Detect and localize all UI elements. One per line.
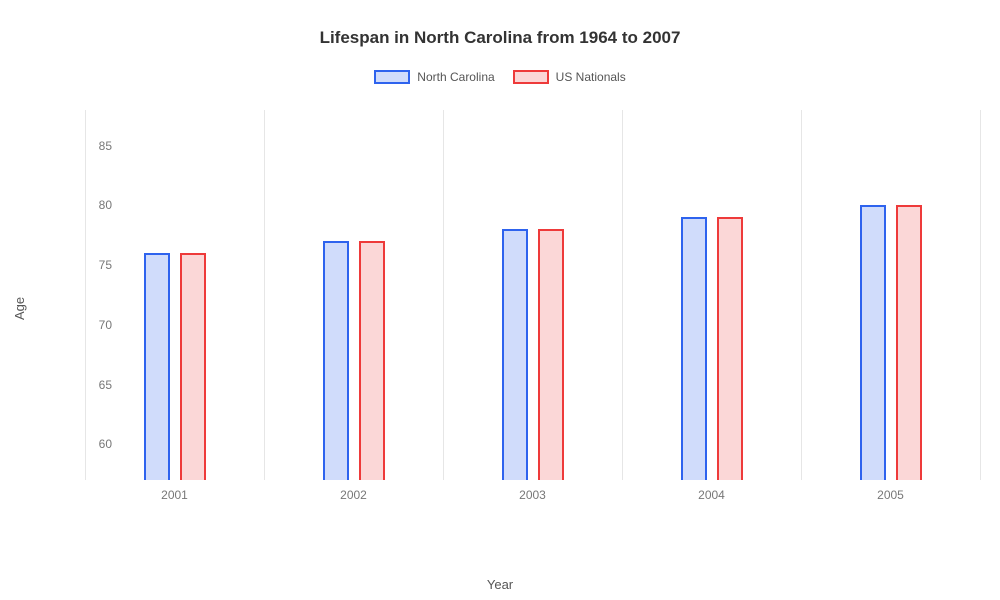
legend-swatch-us-nationals [513,70,549,84]
y-tick-label: 85 [82,139,112,153]
bar [180,253,206,480]
bar [717,217,743,480]
x-tick-label: 2004 [698,488,725,502]
bar [144,253,170,480]
x-tick-label: 2003 [519,488,546,502]
y-tick-label: 70 [82,318,112,332]
legend-label: North Carolina [417,70,494,84]
y-tick-label: 60 [82,437,112,451]
plot-wrap: 60 65 70 75 80 85 2001 2002 2003 2004 2005 [50,110,980,530]
gridline-vertical [264,110,265,480]
plot-area: 60657075808520012002200320042005 [85,110,980,480]
bar [538,229,564,480]
bar [860,205,886,480]
legend-item-us-nationals: US Nationals [513,70,626,84]
legend: North Carolina US Nationals [0,70,1000,84]
y-tick-label: 80 [82,198,112,212]
y-axis-label: Age [12,297,27,320]
x-tick-label: 2005 [877,488,904,502]
gridline-vertical [443,110,444,480]
y-tick-label: 75 [82,258,112,272]
gridline-vertical [622,110,623,480]
bar [502,229,528,480]
gridline-vertical [85,110,86,480]
legend-label: US Nationals [556,70,626,84]
bar [359,241,385,480]
gridline-vertical [980,110,981,480]
legend-swatch-north-carolina [374,70,410,84]
legend-item-north-carolina: North Carolina [374,70,494,84]
gridline-vertical [801,110,802,480]
bar [896,205,922,480]
x-tick-label: 2002 [340,488,367,502]
bar [323,241,349,480]
x-tick-label: 2001 [161,488,188,502]
bar [681,217,707,480]
x-axis-label: Year [0,577,1000,592]
y-tick-label: 65 [82,378,112,392]
chart-title: Lifespan in North Carolina from 1964 to … [0,0,1000,48]
